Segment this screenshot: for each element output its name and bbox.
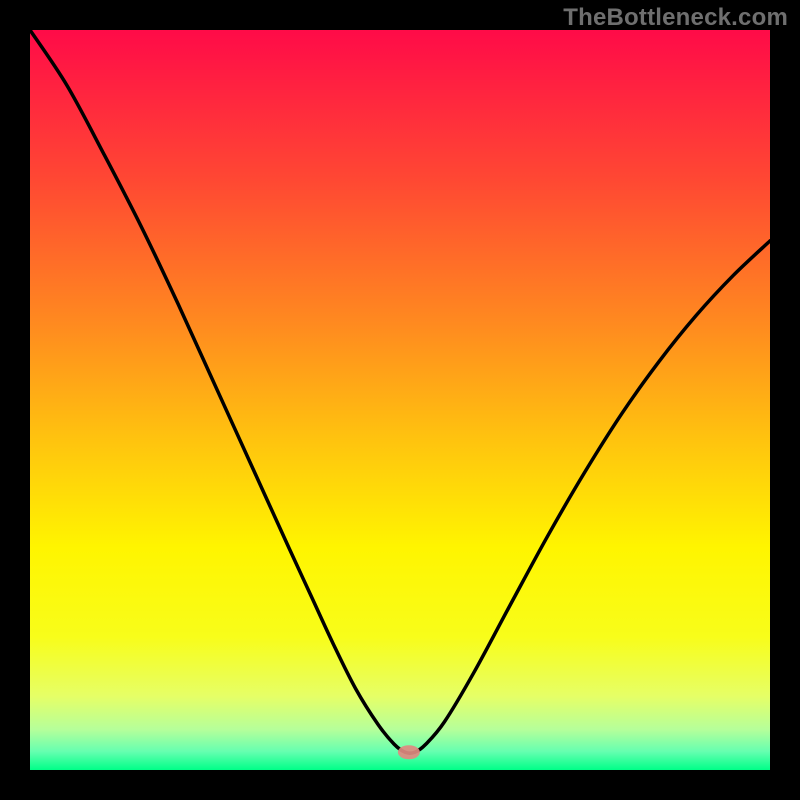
chart-container: TheBottleneck.com [0, 0, 800, 800]
plot-area [30, 30, 770, 770]
optimal-point-marker [398, 745, 420, 759]
bottleneck-curve-chart [0, 0, 800, 800]
watermark-text: TheBottleneck.com [563, 4, 788, 32]
